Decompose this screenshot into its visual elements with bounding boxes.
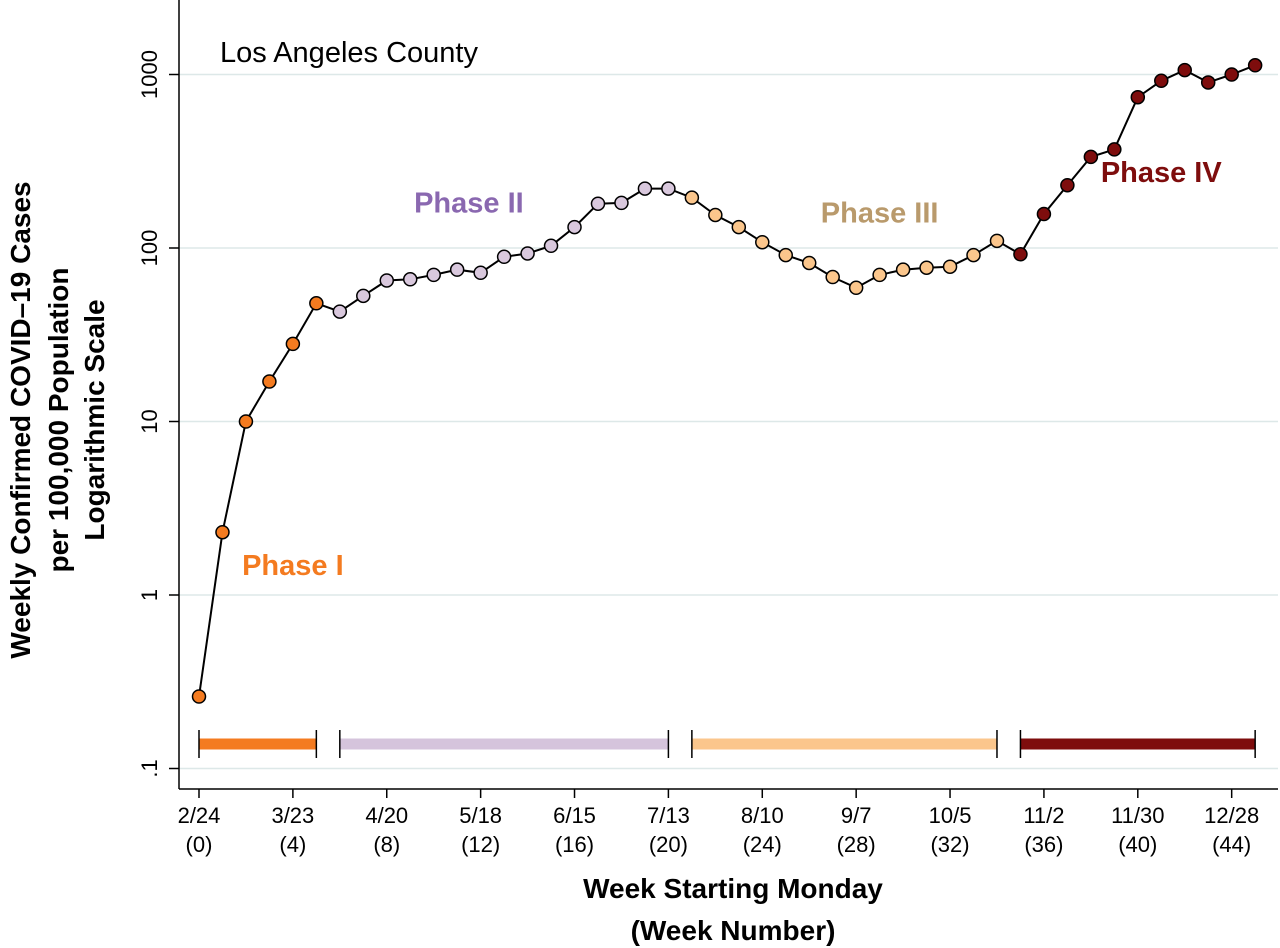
data-point — [731, 219, 747, 235]
data-point — [285, 336, 301, 352]
x-tick-label-date: 11/2 — [1023, 803, 1064, 828]
data-point — [919, 260, 934, 275]
phase-label: Phase III — [821, 198, 939, 230]
data-point — [825, 269, 840, 285]
chart-labels: Phase I Phase II Phase III Phase IV — [242, 157, 1222, 582]
data-point — [1107, 142, 1122, 157]
data-point — [262, 374, 277, 389]
x-tick-label-week: (28) — [837, 832, 876, 857]
data-point — [402, 272, 418, 287]
data-point — [567, 219, 582, 235]
data-point — [379, 273, 395, 288]
x-tick-label-date: 9/7 — [841, 803, 872, 828]
y-axis-title-line-1: Weekly Confirmed COVID–19 Cases — [5, 181, 36, 658]
data-point — [942, 259, 958, 274]
data-point — [238, 414, 254, 429]
x-tick-label-week: (16) — [555, 832, 594, 857]
y-tick-label: 100 — [137, 230, 162, 267]
series-line — [198, 64, 1256, 697]
data-point — [778, 247, 793, 263]
data-point — [590, 196, 606, 211]
gridlines — [179, 73, 1278, 770]
x-tick-label-date: 4/20 — [365, 803, 408, 828]
data-point — [520, 246, 535, 261]
x-tick-label-date: 6/15 — [553, 803, 596, 828]
y-tick-label: .1 — [137, 759, 162, 777]
data-point — [215, 524, 230, 540]
data-point — [661, 181, 676, 196]
data-point — [1224, 67, 1239, 82]
x-tick-label-week: (12) — [461, 832, 500, 857]
phase-label: Phase IV — [1101, 157, 1223, 189]
data-point — [755, 234, 770, 250]
x-tick-label-week: (20) — [649, 832, 688, 857]
data-point — [1036, 206, 1052, 222]
data-point — [543, 238, 559, 254]
data-point — [332, 304, 348, 319]
x-tick-label-date: 10/5 — [929, 803, 972, 828]
data-point — [449, 262, 465, 277]
x-tick-label-date: 8/10 — [741, 803, 784, 828]
data-point — [801, 255, 817, 271]
x-tick-label-week: (4) — [279, 832, 306, 857]
data-point — [848, 280, 864, 296]
data-points — [191, 58, 1263, 704]
data-point — [1154, 73, 1169, 89]
axes: .1 1 10 100 1000 2/24 (0) 3/23 (4) 4/20 (8) 5/18 (12… — [137, 0, 1278, 857]
x-tick-label-week: (24) — [743, 832, 782, 857]
x-tick-label-date: 2/24 — [178, 803, 221, 828]
y-axis-title-line-2: per 100,000 Population — [43, 268, 74, 573]
x-tick-label-date: 5/18 — [459, 803, 502, 828]
data-point — [614, 195, 629, 211]
data-point — [1060, 177, 1075, 193]
data-point — [473, 265, 488, 281]
data-point — [1247, 58, 1263, 73]
data-point — [895, 262, 911, 277]
y-axis-title-line-3: Logarithmic Scale — [79, 299, 110, 540]
data-point — [684, 190, 700, 205]
y-tick-label: 1 — [137, 589, 162, 601]
x-tick-label-week: (32) — [930, 832, 969, 857]
phase-label: Phase II — [414, 188, 524, 220]
data-point — [637, 181, 653, 196]
x-axis-title: Week Starting Monday — [583, 873, 883, 904]
data-point — [872, 267, 887, 283]
data-point — [1013, 247, 1028, 262]
x-tick-label-date: 7/13 — [647, 803, 690, 828]
x-tick-label-date: 11/30 — [1111, 803, 1164, 828]
series-line-path — [198, 64, 1256, 697]
phase-bars — [198, 730, 1256, 758]
data-point — [989, 233, 1005, 249]
chart-title: Los Angeles County — [220, 37, 478, 69]
data-point — [708, 207, 723, 223]
y-tick-label: 10 — [137, 409, 162, 433]
x-tick-label-week: (36) — [1024, 832, 1063, 857]
data-point — [1177, 62, 1192, 78]
data-point — [356, 288, 371, 304]
data-point — [1083, 149, 1099, 165]
x-axis-subtitle: (Week Number) — [631, 915, 836, 946]
data-point — [191, 689, 207, 704]
data-point — [496, 249, 512, 265]
data-point — [426, 267, 441, 283]
y-tick-label: 1000 — [137, 50, 162, 99]
x-tick-label-date: 3/23 — [271, 803, 314, 828]
x-tick-label-week: (44) — [1212, 832, 1251, 857]
data-point — [309, 296, 324, 311]
phase-label: Phase I — [242, 550, 344, 582]
data-point — [966, 247, 981, 263]
data-point — [1200, 75, 1216, 90]
x-tick-label-week: (8) — [373, 832, 400, 857]
x-tick-label-week: (40) — [1118, 832, 1157, 857]
x-tick-label-week: (0) — [186, 832, 213, 857]
data-point — [1130, 89, 1146, 105]
x-tick-label-date: 12/28 — [1204, 803, 1259, 828]
